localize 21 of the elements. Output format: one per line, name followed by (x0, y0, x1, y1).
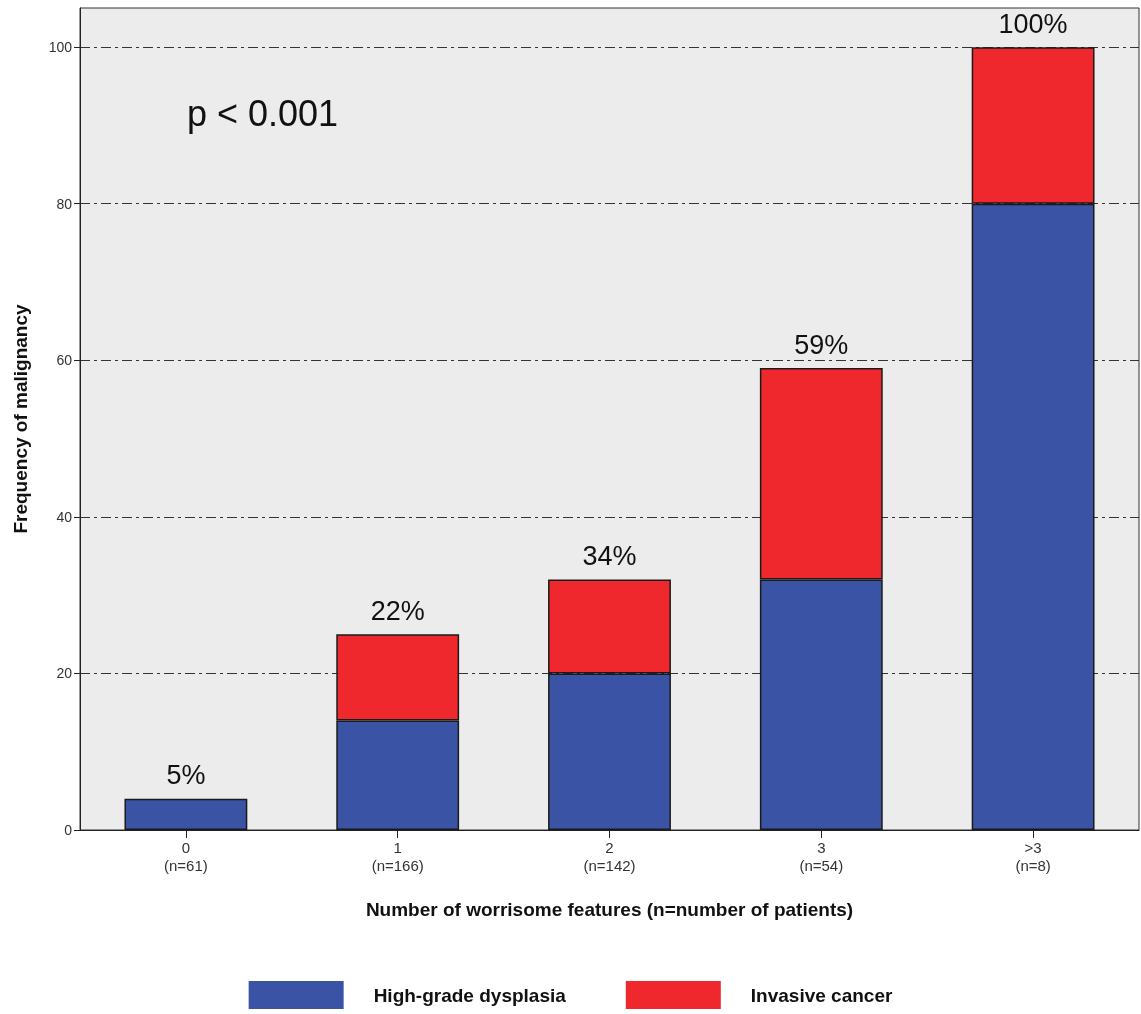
x-tick-label: 1 (n=166) (371, 838, 424, 874)
annotation: 22% (370, 595, 425, 626)
x-tick-label: 3 (n=54) (799, 838, 844, 874)
y-tick-label: 20 (56, 665, 73, 682)
y-tick-label: 0 (64, 822, 73, 838)
annotation: 34% (582, 540, 637, 571)
legend-label: High-grade dysplasia (373, 984, 567, 1006)
y-axis-title: Frequency of malignancy (10, 304, 31, 534)
annotation: 100% (998, 8, 1068, 39)
x-tick-label: 2 (n=142) (583, 838, 636, 874)
y-tick-label: 60 (56, 352, 73, 369)
y-tick-label: 40 (56, 508, 73, 525)
x-tick-label: >3 (n=8) (1015, 838, 1051, 874)
annotation: p < 0.001 (187, 92, 339, 134)
annotation: 59% (794, 329, 849, 360)
annotation: 5% (166, 760, 206, 791)
y-tick-label: 80 (56, 195, 73, 212)
x-axis-title: Number of worrisome features (n=number of patients) (365, 899, 854, 920)
legend-label: Invasive cancer (750, 984, 893, 1006)
y-tick-label: 100 (48, 39, 73, 56)
x-tick-label: 0 (n=61) (164, 838, 208, 874)
